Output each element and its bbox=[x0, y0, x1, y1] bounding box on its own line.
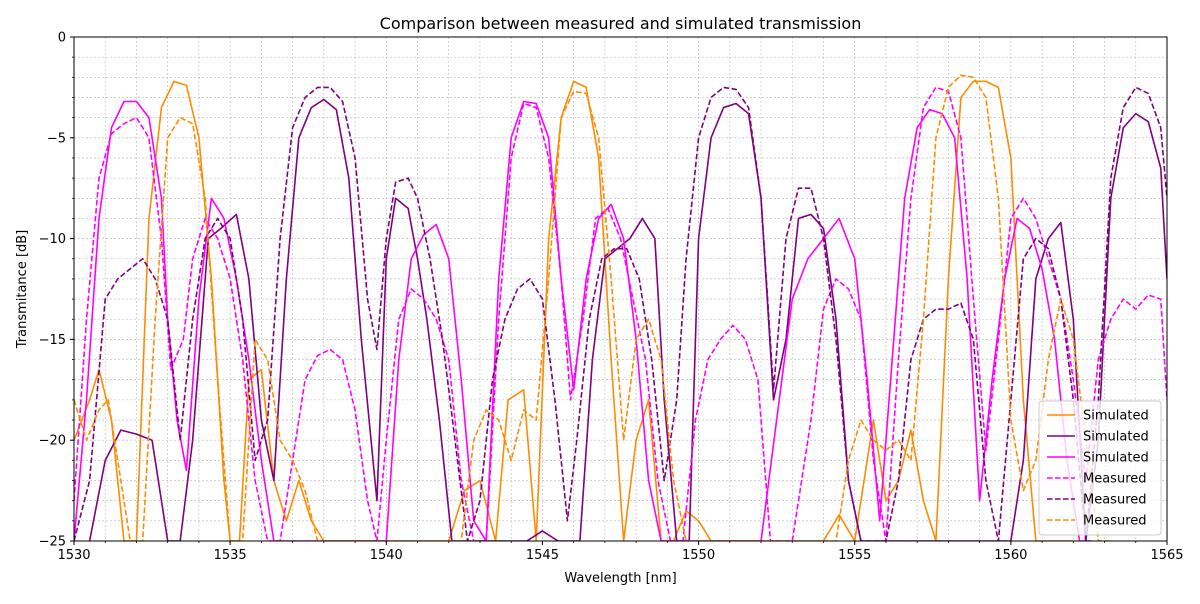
series-line-3 bbox=[74, 100, 1093, 541]
x-tick-label: 1565 bbox=[1150, 548, 1183, 563]
legend-label: Measured bbox=[1083, 493, 1147, 508]
x-tick-label: 1540 bbox=[370, 548, 403, 563]
legend-label: Simulated bbox=[1083, 430, 1149, 445]
series-line-5 bbox=[74, 86, 1167, 541]
x-tick-label: 1560 bbox=[994, 548, 1027, 563]
y-tick-label: −5 bbox=[47, 131, 66, 146]
axis-ticks: 1530 1535 1540 1545 1550 1555 1560 1565 0 −5 −10 −1… bbox=[39, 31, 1184, 564]
x-tick-label: 1530 bbox=[57, 548, 90, 563]
y-tick-label: 0 bbox=[58, 31, 66, 46]
series-line-6 bbox=[74, 74, 1111, 541]
grid bbox=[73, 36, 1168, 542]
x-tick-label: 1550 bbox=[682, 548, 715, 563]
series-line-2 bbox=[88, 98, 1167, 541]
legend-label: Measured bbox=[1083, 514, 1147, 529]
legend-label: Measured bbox=[1083, 472, 1147, 487]
legend-label: Simulated bbox=[1083, 451, 1149, 466]
series-layer bbox=[74, 74, 1167, 541]
series-line-4 bbox=[74, 86, 1167, 541]
legend-box bbox=[1038, 400, 1162, 536]
legend: Simulated Simulated Simulated Measured Measu… bbox=[1038, 400, 1162, 536]
plot-frame bbox=[73, 36, 1168, 542]
x-tick-label: 1555 bbox=[838, 548, 871, 563]
y-axis-label: Transmitance [dB] bbox=[15, 230, 30, 350]
y-tick-label: −25 bbox=[39, 535, 66, 550]
legend-label: Simulated bbox=[1083, 409, 1149, 424]
chart-title: Comparison between measured and simulate… bbox=[380, 14, 862, 33]
y-tick-label: −10 bbox=[39, 232, 66, 247]
y-tick-label: −15 bbox=[39, 333, 66, 348]
y-tick-label: −20 bbox=[39, 434, 66, 449]
x-tick-label: 1535 bbox=[214, 548, 247, 563]
x-axis-label: Wavelength [nm] bbox=[564, 571, 676, 586]
x-tick-label: 1545 bbox=[526, 548, 559, 563]
